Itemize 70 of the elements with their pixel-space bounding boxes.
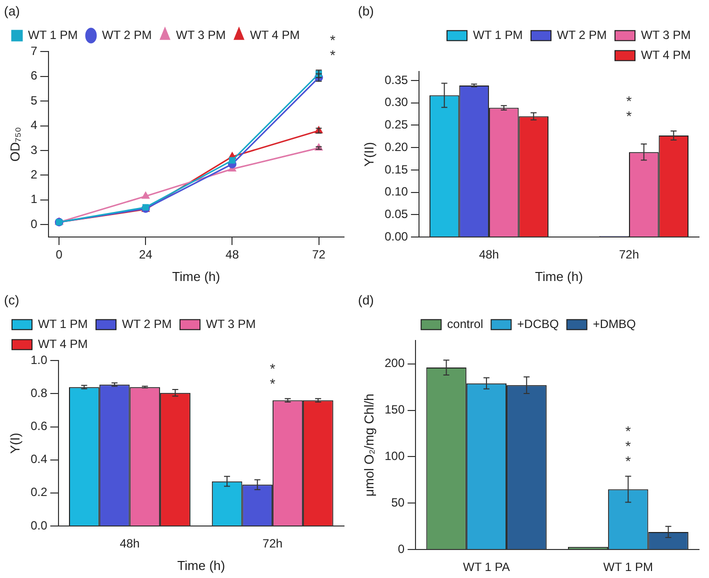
y-axis-title: μmol O₂/mg Chl/h (361, 394, 376, 497)
x-tick-label: 24 (138, 248, 153, 262)
x-tick-label: 72h (262, 536, 283, 551)
y-tick-label: 100 (384, 449, 405, 464)
y-tick-label: 0.35 (384, 72, 408, 87)
legend-label: WT 2 PM (557, 28, 607, 42)
y-tick-label: 0.10 (384, 184, 408, 199)
y-tick-label: 0.0 (30, 518, 48, 532)
x-axis-title: Time (h) (177, 558, 226, 573)
y-tick-label: 0.4 (30, 452, 48, 466)
y-tick-label: 0.00 (384, 229, 408, 244)
x-tick-label: WT 1 PA (463, 560, 510, 574)
y-tick-label: 3 (30, 142, 38, 157)
annotation: * (270, 376, 276, 392)
annotation: * (330, 47, 336, 63)
x-tick-label: 48h (478, 248, 499, 262)
y-tick-label: 0 (30, 216, 38, 231)
y-tick-label: 1.0 (30, 352, 48, 367)
legend-label: WT 1 PM (38, 316, 88, 331)
x-tick-label: 0 (56, 248, 63, 262)
y-tick-label: 1 (30, 192, 38, 206)
y-tick-label: 50 (391, 495, 405, 510)
y-tick-label: 0.8 (30, 386, 48, 400)
legend-label: control (447, 316, 484, 331)
y-axis-title: OD₇₅₀ (7, 126, 22, 162)
y-tick-label: 0.2 (30, 485, 48, 500)
y-tick-label: 7 (30, 44, 38, 58)
y-axis-title: Y(I) (7, 432, 22, 454)
annotation: * (625, 438, 632, 454)
chart-title: (c) (4, 292, 20, 308)
legend-label: +DMBQ (592, 316, 636, 331)
legend-label: WT 4 PM (250, 28, 300, 42)
legend-label: WT 1 PM (473, 28, 523, 42)
y-tick-label: 5 (30, 93, 38, 108)
y-tick-label: 4 (30, 118, 38, 132)
annotation: * (625, 423, 632, 440)
annotation: * (626, 92, 632, 109)
legend-label: +DCBQ (517, 316, 559, 331)
y-tick-label: 0.05 (384, 206, 408, 221)
y-tick-label: 0.20 (384, 140, 408, 154)
y-tick-label: 0.6 (30, 419, 48, 434)
x-tick-label: 72 (312, 248, 326, 262)
legend-label: WT 1 PM (28, 28, 78, 42)
y-tick-label: 150 (384, 402, 405, 417)
y-tick-label: 200 (384, 356, 405, 370)
y-tick-label: 0.25 (384, 118, 408, 132)
chart-title: (d) (358, 292, 374, 308)
y-tick-label: 0.30 (384, 95, 408, 110)
annotation: * (626, 108, 632, 124)
legend-label: WT 4 PM (38, 336, 88, 351)
annotation: * (625, 453, 632, 470)
legend-label: WT 4 PM (641, 48, 691, 62)
legend-label: WT 2 PM (102, 28, 152, 42)
legend-label: WT 3 PM (176, 28, 226, 42)
x-tick-label: 48 (226, 248, 240, 262)
legend-label: WT 2 PM (122, 316, 172, 331)
chart-title: (a) (4, 3, 20, 18)
text: * (330, 32, 336, 48)
x-tick-label: 48h (120, 536, 140, 551)
y-tick-label: 2 (30, 168, 38, 182)
y-tick-label: 0.15 (384, 162, 408, 176)
x-tick-label: 72h (618, 248, 640, 262)
y-tick-label: 6 (30, 68, 38, 83)
y-axis-title: Y(II) (361, 142, 376, 167)
legend-label: WT 3 PM (641, 28, 691, 42)
chart-title: (b) (358, 3, 374, 18)
x-axis-title: Time (h) (172, 268, 220, 284)
x-axis-title: Time (h) (535, 268, 583, 284)
legend-label: WT 3 PM (206, 316, 256, 331)
annotation: * (270, 360, 276, 376)
